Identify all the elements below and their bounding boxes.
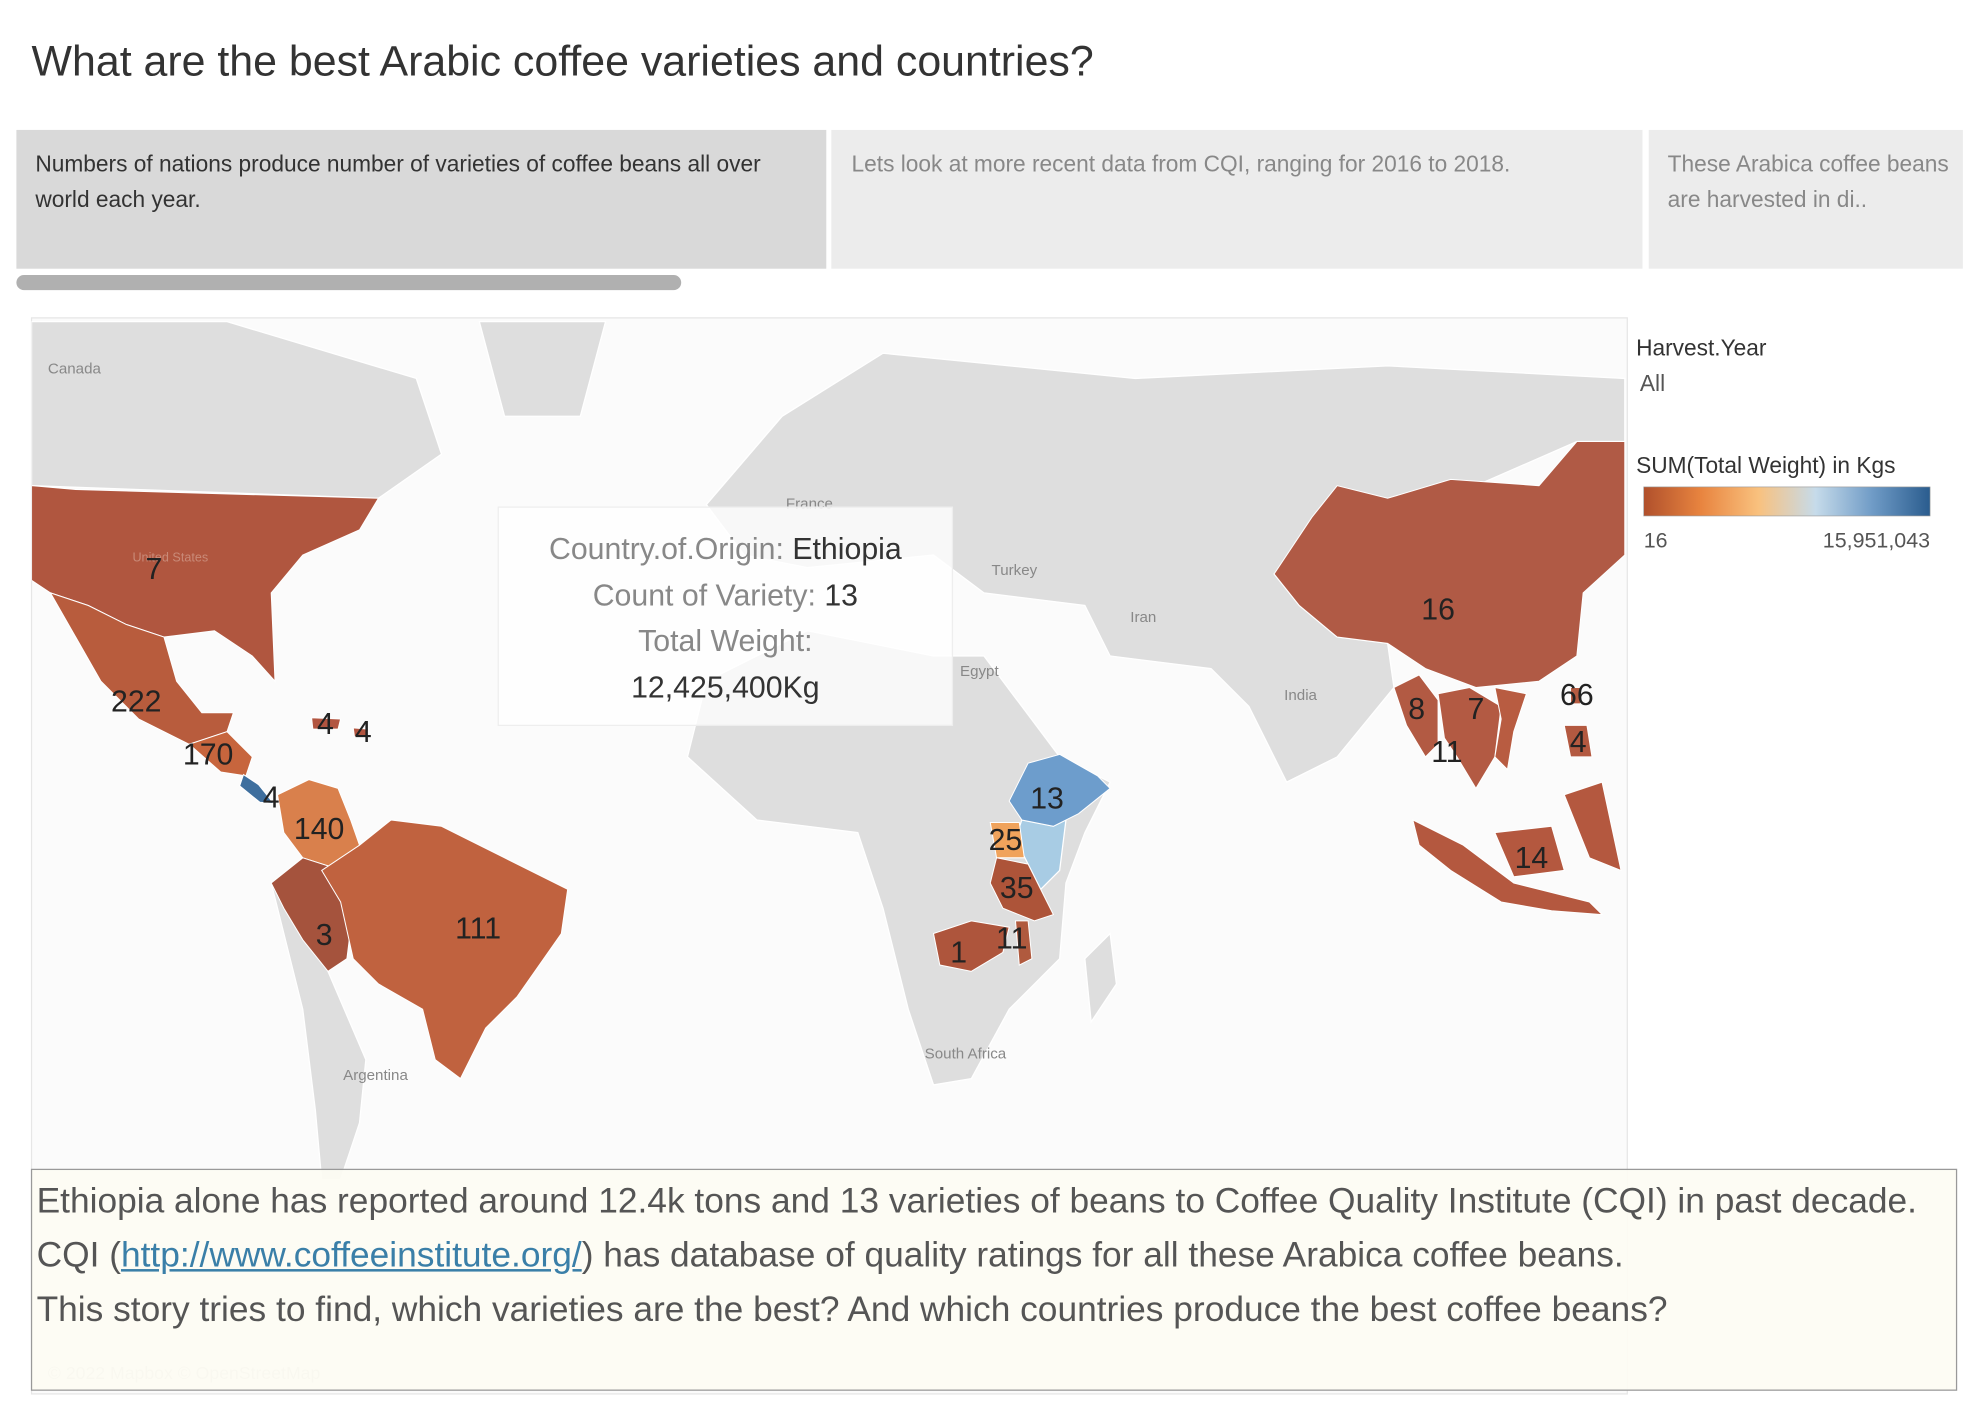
caption: Ethiopia alone has reported around 12.4k… [37,1173,1954,1336]
country-layer [31,441,1626,1080]
basemap-label: Turkey [992,562,1038,579]
tooltip [497,506,954,726]
story-point-tab[interactable] [16,129,827,269]
country-label: 4 [1570,726,1587,759]
country-shape[interactable] [1008,753,1111,827]
legend-max: 15,951,043 [1823,528,1930,552]
country-shape[interactable] [239,773,275,805]
caption-box [30,1168,1958,1391]
country-label: 11 [1431,736,1462,769]
country-label: 3 [316,919,333,952]
country-label: 7 [145,553,162,586]
country-label: 4 [317,708,334,741]
scrollbar[interactable] [16,275,682,291]
filter-value[interactable]: All [1640,370,1665,396]
basemap-label: Canada [48,360,102,377]
country-shape[interactable] [989,821,1025,859]
country-label: 66 [1560,679,1594,712]
land [478,321,607,417]
country-shape[interactable] [989,857,1055,922]
tooltip-value: 13 [824,580,858,613]
filter-label: Harvest.Year [1636,335,1767,361]
country-label: 35 [1000,872,1034,905]
country-shape[interactable] [1393,674,1439,758]
country-label: 7 [1468,693,1485,726]
caption-text: ) has database of quality ratings for al… [581,1234,1624,1275]
tooltip-content: Country.of.Origin: Ethiopia Count of Var… [549,533,902,705]
tooltip-line: Country.of.Origin: Ethiopia [549,533,902,566]
country-shape[interactable] [1437,686,1502,790]
title: What are the best Arabic coffee varietie… [32,38,1094,86]
tooltip-label: Count of Variety: [593,580,816,613]
country-label: 140 [294,813,345,846]
story-point-tab[interactable] [831,129,1643,269]
caption-link[interactable]: http://www.coffeeinstitute.org/ [120,1234,582,1275]
tooltip-line: Count of Variety: 13 [593,580,858,613]
legend-min: 16 [1644,528,1668,552]
country-shape[interactable] [320,819,569,1080]
basemap [31,321,1626,1181]
tooltip-value: Ethiopia [792,533,902,566]
country-label: 170 [183,738,234,771]
story-point-text: Numbers of nations produce number of var… [35,151,761,212]
country-label: 14 [1515,842,1549,875]
country-shape[interactable] [932,920,1010,972]
country-label: 8 [1408,693,1425,726]
land [705,352,1626,783]
land [1084,932,1118,1024]
country-shape[interactable] [188,731,253,777]
country-label: 4 [263,781,280,814]
basemap-label: Argentina [343,1067,408,1084]
tooltip-value: 12,425,400Kg [631,672,820,705]
country-shape[interactable] [1563,724,1593,758]
caption-text: This story tries to find, which varietie… [36,1289,1668,1329]
basemap-label: Egypt [960,663,999,680]
story-point-tab[interactable] [1648,129,1963,269]
country-label: 13 [1030,783,1064,816]
country-shape[interactable] [1273,441,1626,689]
legend-title: SUM(Total Weight) in Kgs [1636,452,1895,478]
country-shape[interactable] [1412,781,1622,916]
basemap-label: Iran [1130,609,1156,626]
story-point-text: These Arabica coffee beans are harvested… [1667,151,1949,212]
story-point-text: These Arabica coffee beans are harvested… [1667,151,1949,212]
country-shape[interactable] [1014,920,1033,966]
story-point-text: Lets look at more recent data from CQI, … [851,151,1511,177]
country-label: 11 [996,923,1027,956]
country-label: 222 [111,685,162,718]
country-label: 111 [455,913,501,946]
country-shape[interactable] [1570,687,1582,705]
land [31,321,443,499]
tooltip-label: Total Weight: [638,625,812,658]
country-shape[interactable] [352,727,369,738]
country-label: 25 [989,824,1023,857]
story-point-text: Numbers of nations produce number of var… [35,151,761,212]
story-point-text: Lets look at more recent data from CQI, … [851,151,1511,177]
country-shape[interactable] [311,717,342,730]
country-shape[interactable] [1494,686,1528,771]
basemap-label: United States [132,550,208,564]
basemap-label: South Africa [925,1045,1007,1062]
country-label: 16 [1421,593,1455,626]
country-label: 4 [355,716,372,749]
country-shape[interactable] [49,592,235,745]
tooltip-label: Country.of.Origin: [549,533,784,566]
legend-gradient [1643,486,1931,517]
caption-text: Ethiopia alone has reported around 12.4k… [36,1180,1917,1275]
country-label: 1 [950,937,967,970]
caption-text: Ethiopia alone has reported around 12.4k… [37,1173,1954,1336]
basemap-label: India [1284,687,1317,704]
